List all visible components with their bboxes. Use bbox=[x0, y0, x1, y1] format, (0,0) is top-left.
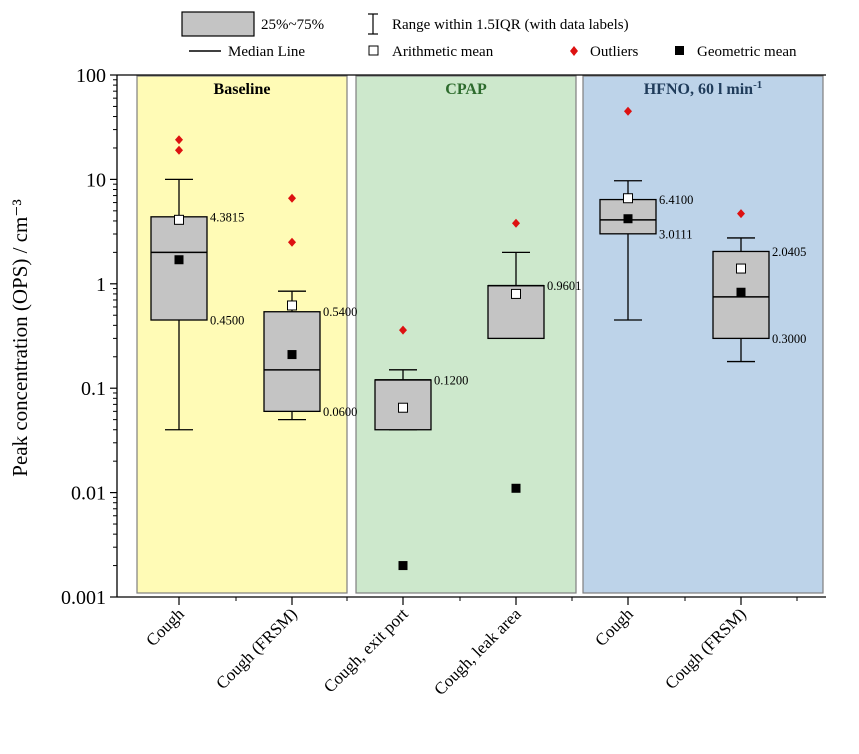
outlier-5-0 bbox=[737, 209, 745, 219]
legend-box-label: 25%~75% bbox=[261, 17, 324, 33]
y-axis-label: Peak concentration (OPS) / cm⁻³ bbox=[8, 199, 32, 476]
legend-whisker-icon bbox=[368, 13, 378, 35]
legend-outlier-swatch bbox=[570, 46, 578, 56]
x-tick-label-0: Cough bbox=[142, 604, 188, 650]
legend-mean-label: Arithmetic mean bbox=[392, 44, 494, 60]
outlier-1-1 bbox=[288, 193, 296, 203]
geo-mean-marker-4 bbox=[623, 214, 633, 224]
data-label-q3-2: 0.1200 bbox=[434, 373, 468, 387]
mean-marker-5 bbox=[736, 263, 746, 274]
data-label-q3-5: 2.0405 bbox=[772, 245, 806, 259]
x-tick-label-3: Cough, leak area bbox=[430, 604, 525, 699]
y-tick-label-1: 10 bbox=[86, 169, 106, 191]
data-label-q1-5: 0.3000 bbox=[772, 332, 806, 346]
panel-2-background bbox=[582, 75, 824, 594]
x-tick-label-4: Cough bbox=[591, 604, 637, 650]
mean-marker-2 bbox=[398, 402, 408, 413]
iqr-box-1 bbox=[263, 311, 321, 413]
outlier-4-0 bbox=[624, 106, 632, 116]
legend-box-swatch bbox=[181, 11, 255, 37]
panel-1-title: CPAP bbox=[445, 81, 487, 98]
box-4: 6.4100 3.0111 bbox=[599, 106, 693, 321]
y-tick-label-2: 1 bbox=[96, 274, 106, 296]
legend-geo-mean-label: Geometric mean bbox=[697, 44, 797, 60]
x-tick-label-1: Cough (FRSM) bbox=[212, 604, 301, 693]
y-tick-label-4: 0.01 bbox=[71, 483, 106, 505]
legend-mean-swatch bbox=[368, 45, 379, 56]
mean-marker-3 bbox=[511, 288, 521, 299]
outlier-0-0 bbox=[175, 145, 183, 155]
legend: 25%~75% Range within 1.5IQR (with data l… bbox=[181, 11, 797, 60]
data-label-q1-0: 0.4500 bbox=[210, 314, 244, 328]
outlier-3-0 bbox=[512, 218, 520, 228]
box-3: 0.9601 bbox=[487, 218, 581, 493]
data-label-q1-4: 3.0111 bbox=[659, 227, 692, 241]
box-1: 0.5400 0.0600 bbox=[263, 193, 357, 421]
geo-mean-marker-0 bbox=[174, 255, 184, 265]
legend-geo-mean-swatch bbox=[675, 46, 684, 55]
mean-marker-0 bbox=[174, 214, 184, 225]
data-label-q3-3: 0.9601 bbox=[547, 279, 581, 293]
legend-outlier-label: Outliers bbox=[590, 44, 638, 60]
geo-mean-marker-5 bbox=[736, 287, 746, 297]
geo-mean-marker-3 bbox=[511, 483, 521, 493]
box-0: 4.3815 0.4500 bbox=[150, 135, 244, 431]
geo-mean-marker-2 bbox=[398, 561, 408, 571]
outlier-0-1 bbox=[175, 135, 183, 145]
data-label-q3-0: 4.3815 bbox=[210, 210, 244, 224]
legend-median-label: Median Line bbox=[228, 44, 305, 60]
boxes: 4.3815 0.4500 0.5400 0.0600 0.1200 0.9601 6.41… bbox=[150, 106, 806, 571]
y-tick-label-3: 0.1 bbox=[81, 378, 106, 400]
outlier-1-0 bbox=[288, 237, 296, 247]
panel-0-title: Baseline bbox=[214, 81, 271, 98]
mean-marker-1 bbox=[287, 300, 297, 311]
legend-whisker-label: Range within 1.5IQR (with data labels) bbox=[392, 17, 629, 33]
box-5: 2.0405 0.3000 bbox=[712, 209, 806, 363]
x-tick-label-5: Cough (FRSM) bbox=[661, 604, 750, 693]
x-tick-label-2: Cough, exit port bbox=[320, 604, 412, 696]
mean-marker-4 bbox=[623, 193, 633, 204]
panel-2-title: HFNO, 60 l min-1 bbox=[644, 79, 763, 98]
data-label-q3-1: 0.5400 bbox=[323, 305, 357, 319]
box-2: 0.1200 bbox=[374, 325, 468, 571]
geo-mean-marker-1 bbox=[287, 350, 297, 360]
iqr-box-0 bbox=[150, 216, 208, 321]
data-label-q3-4: 6.4100 bbox=[659, 193, 693, 207]
y-tick-label-5: 0.001 bbox=[61, 587, 106, 609]
outlier-2-0 bbox=[399, 325, 407, 335]
y-tick-label-0: 100 bbox=[76, 65, 106, 87]
data-label-q1-1: 0.0600 bbox=[323, 405, 357, 419]
